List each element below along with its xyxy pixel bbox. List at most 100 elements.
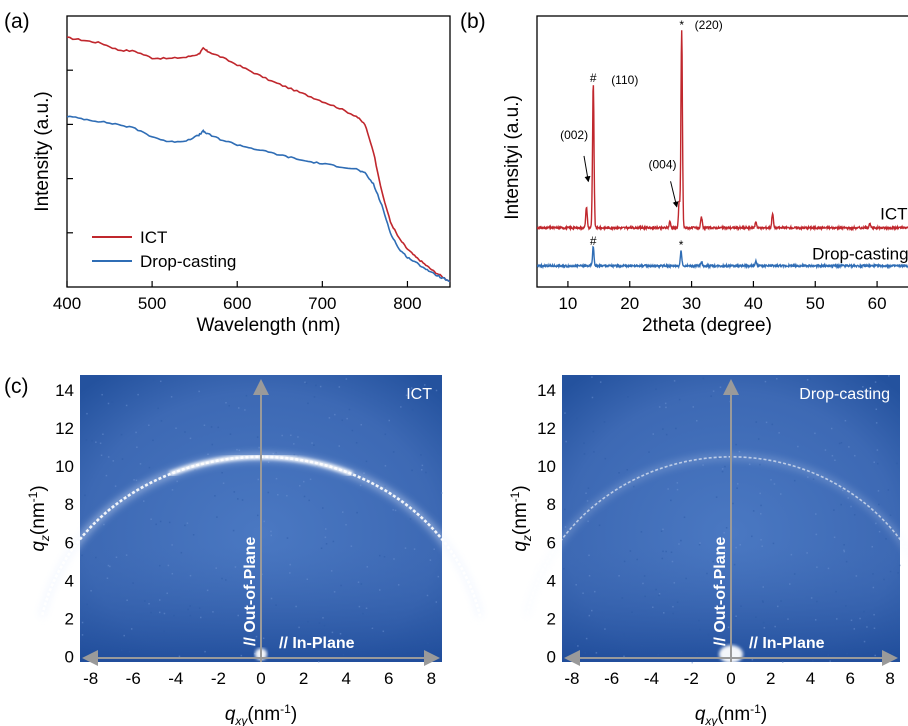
map-noise [752,510,755,512]
map-noise [293,453,296,456]
map-noise [392,509,394,511]
map-noise [873,461,875,463]
map-noise [715,496,718,498]
x-tick-label: 20 [620,294,639,313]
map-noise [198,390,200,393]
map-noise [676,601,679,603]
map-noise [727,626,730,629]
map-noise [755,636,758,639]
map-noise [692,406,695,408]
map-noise [739,543,742,546]
map-noise [363,472,365,474]
y-tick-label: 0 [547,647,556,666]
map-noise [127,379,130,381]
map-noise [735,546,737,549]
map-noise [427,642,429,645]
map-noise [356,511,358,514]
map-noise [787,618,789,620]
map-noise [812,478,815,480]
map-noise [658,593,661,595]
map-noise [420,454,422,456]
x-tick-label: 0 [726,669,735,688]
map-noise [846,652,848,655]
map-noise [878,503,880,506]
map-noise [833,509,835,511]
map-noise [397,584,400,586]
map-noise [95,556,97,559]
map-noise [757,438,760,440]
y-tick-label: 14 [537,381,556,400]
map-noise [660,530,663,532]
map-noise [225,579,227,581]
map-noise [719,386,722,388]
map-noise [643,575,646,577]
map-noise [204,650,206,653]
map-noise [388,419,390,422]
map-noise [150,518,152,520]
map-noise [812,659,814,662]
map-noise [871,545,874,548]
map-noise [137,393,139,396]
map-noise [309,478,312,481]
map-noise [84,494,86,497]
map-noise [853,514,856,516]
x-tick-label: 700 [308,294,336,313]
map-noise [673,380,676,382]
map-noise [359,484,362,487]
map-noise [662,428,664,430]
map-noise [685,577,687,580]
map-noise [302,480,305,483]
map-noise [255,635,258,638]
map-noise [873,627,876,630]
map-noise [400,406,402,408]
map-noise [115,556,118,559]
map-noise [875,522,877,525]
map-noise [189,614,192,617]
map-noise [665,550,667,553]
map-noise [672,612,674,615]
map-noise [838,442,841,445]
map-noise [313,444,315,446]
map-noise [834,459,836,462]
map-noise [652,433,655,435]
map-caption: ICT [406,386,432,403]
legend-label: ICT [140,228,167,247]
map-noise [809,643,812,645]
map-noise [135,431,137,434]
peak-annotation: * [679,238,684,252]
map-noise [358,605,361,608]
map-noise [330,570,333,572]
map-noise [320,547,323,550]
y-axis-title: Intensityi (a.u.) [502,95,523,220]
map-noise [237,407,240,409]
map-noise [889,514,892,517]
map-noise [621,597,624,599]
map-noise [657,653,659,656]
map-noise [841,489,844,492]
map-noise [207,453,209,456]
map-noise [618,378,620,381]
map-noise [663,612,665,614]
map-noise [189,605,191,607]
map-noise [86,412,88,415]
chart-c-giwaxs-ict: // Out-of-Plane // In-Plane ICT -8 -6 -4 -2 0 2 4… [26,375,484,726]
map-noise [441,492,443,494]
peak-annotation: (002) [560,128,588,142]
map-noise [579,393,581,395]
map-noise [413,548,416,550]
series-line-drop-casting [66,115,451,283]
map-noise [158,599,161,601]
map-noise [383,556,386,558]
map-noise [411,408,414,411]
map-noise [734,617,737,619]
map-noise [81,634,84,636]
map-noise [184,431,186,433]
map-noise [409,518,412,520]
map-noise [85,398,87,400]
map-noise [642,582,644,585]
map-noise [898,564,901,567]
map-noise [583,453,586,455]
map-noise [793,479,796,482]
map-noise [210,426,213,428]
